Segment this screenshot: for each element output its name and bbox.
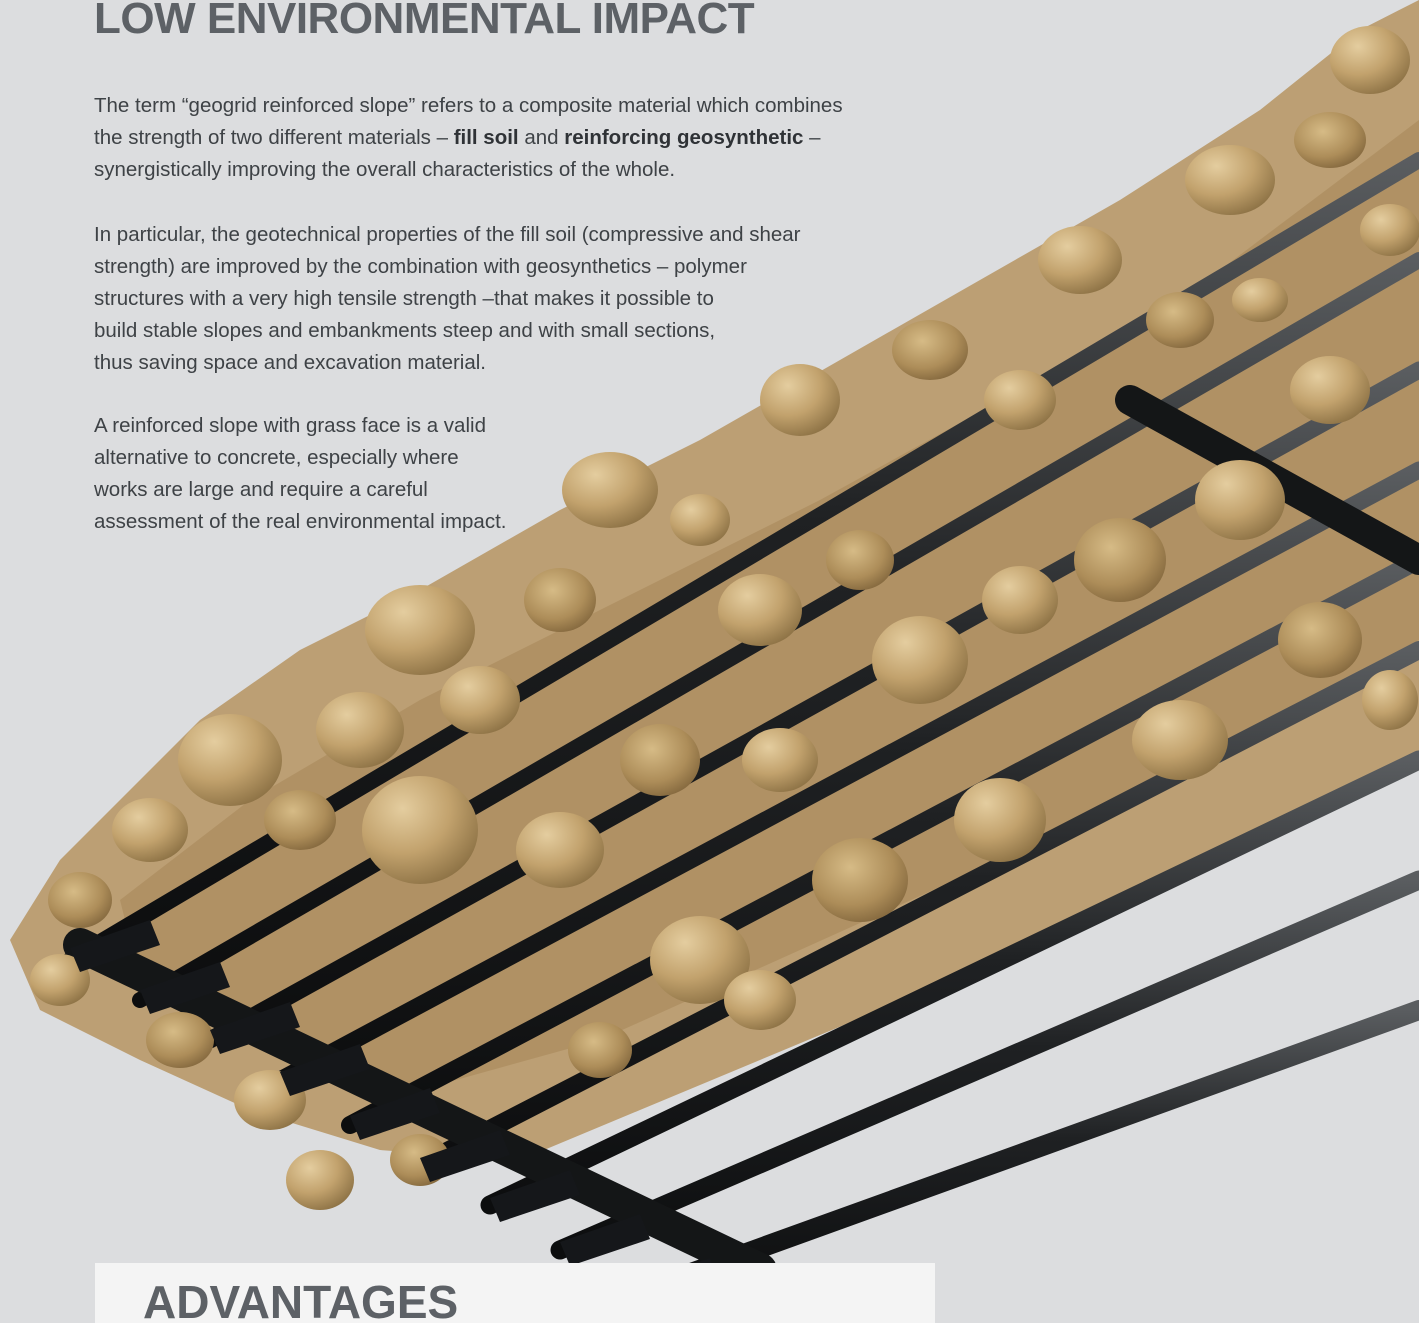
grass-face-line: A reinforced slope with grass face is a … — [94, 414, 486, 437]
geotechnical-line: In particular, the geotechnical properti… — [94, 223, 801, 246]
geogrid — [62, 152, 1419, 1305]
intro-line-2: the strength of two different materials … — [94, 122, 924, 154]
intro-line-1: The term “geogrid reinforced slope” refe… — [94, 94, 843, 117]
geotechnical-line: thus saving space and excavation materia… — [94, 351, 487, 374]
page-heading: LOW ENVIRONMENTAL IMPACT — [94, 0, 755, 43]
geotechnical-paragraph: In particular, the geotechnical properti… — [94, 219, 874, 379]
grass-face-line: assessment of the real environmental imp… — [94, 510, 507, 533]
grass-face-paragraph: A reinforced slope with grass face is a … — [94, 410, 554, 538]
geotechnical-line: structures with a very high tensile stre… — [94, 287, 714, 310]
intro-line-2-and: and — [518, 126, 565, 149]
advantages-panel: ADVANTAGES — [95, 1263, 935, 1323]
soil-stones — [30, 26, 1419, 1210]
intro-line-3: synergistically improving the overall ch… — [94, 158, 676, 181]
advantages-title: ADVANTAGES — [143, 1276, 459, 1323]
geotechnical-line: build stable slopes and embankments stee… — [94, 319, 716, 342]
intro-paragraph: The term “geogrid reinforced slope” refe… — [94, 90, 924, 186]
grass-face-line: alternative to concrete, especially wher… — [94, 446, 459, 469]
reinforcing-geosynthetic-term: reinforcing geosynthetic — [564, 126, 804, 149]
fill-soil-term: fill soil — [453, 126, 519, 149]
intro-line-2-text: the strength of two different materials … — [94, 126, 454, 149]
geotechnical-line: strength) are improved by the combinatio… — [94, 255, 747, 278]
intro-line-2-dash: – — [803, 126, 821, 149]
grass-face-line: works are large and require a careful — [94, 478, 428, 501]
